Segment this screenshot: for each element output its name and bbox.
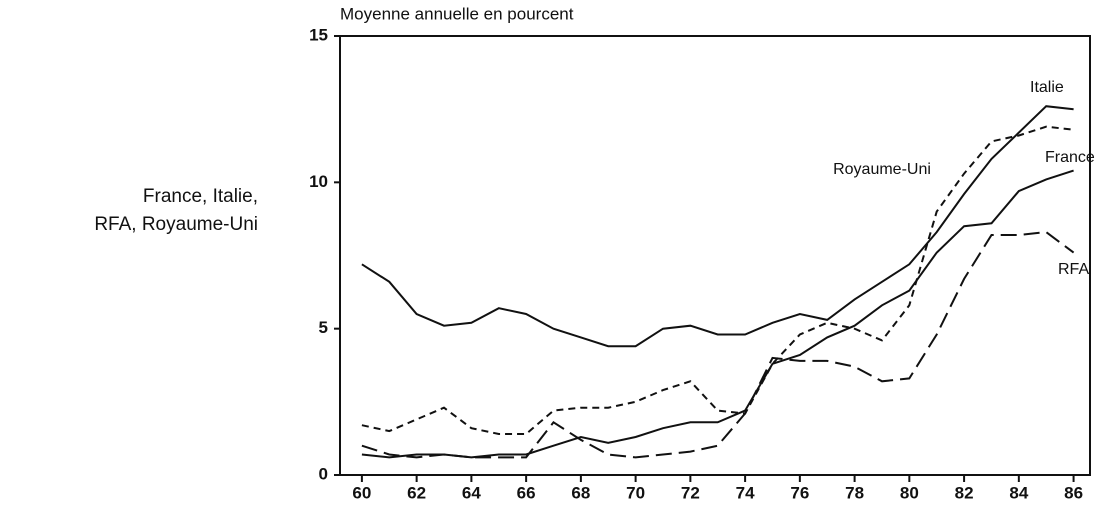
x-tick-label: 80 [900,483,919,502]
series-label: France [1045,149,1095,166]
series-line [361,169,1074,459]
y-tick-label: 15 [309,25,328,44]
chart-subtitle: France, Italie, [143,186,258,207]
series-label: Royaume-Uni [833,161,931,178]
x-tick-label: 74 [736,483,755,502]
plot-frame [339,35,1091,476]
y-tick-label: 5 [319,318,328,337]
x-tick-label: 68 [571,483,590,502]
x-tick-label: 86 [1064,483,1083,502]
x-tick-label: 70 [626,483,645,502]
chart-title: Moyenne annuelle en pourcent [340,4,574,23]
y-tick-label: 0 [319,464,328,483]
y-tick-label: 10 [309,172,328,191]
x-tick-label: 76 [790,483,809,502]
series-label: RFA [1058,261,1089,278]
series-line [361,231,1075,459]
x-tick-label: 64 [462,483,481,502]
x-tick-label: 66 [517,483,536,502]
series-line [361,125,1074,435]
x-tick-label: 60 [352,483,371,502]
series-line [361,105,1074,348]
chart-subtitle: RFA, Royaume-Uni [94,214,258,235]
x-tick-label: 62 [407,483,426,502]
x-tick-label: 72 [681,483,700,502]
x-tick-label: 78 [845,483,864,502]
x-tick-label: 82 [955,483,974,502]
x-tick-label: 84 [1009,483,1028,502]
series-label: Italie [1030,79,1064,96]
